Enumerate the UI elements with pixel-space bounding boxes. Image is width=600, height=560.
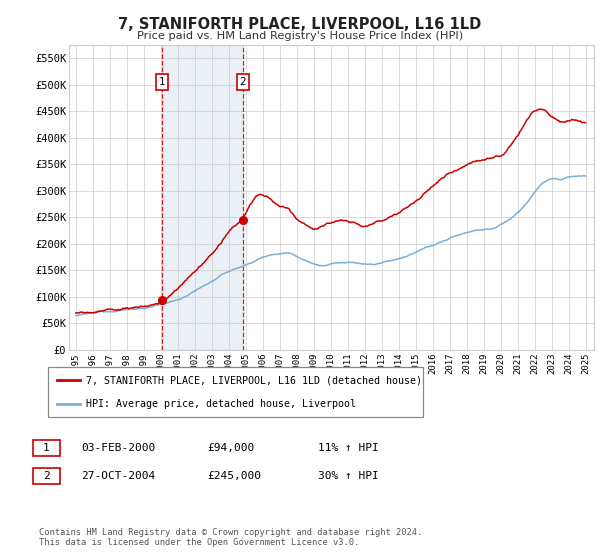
Text: 2: 2	[239, 77, 246, 87]
Text: 2: 2	[43, 471, 50, 481]
Text: £245,000: £245,000	[207, 471, 261, 481]
Text: Price paid vs. HM Land Registry's House Price Index (HPI): Price paid vs. HM Land Registry's House …	[137, 31, 463, 41]
Text: 03-FEB-2000: 03-FEB-2000	[81, 443, 155, 453]
FancyBboxPatch shape	[48, 367, 423, 417]
Text: HPI: Average price, detached house, Liverpool: HPI: Average price, detached house, Live…	[86, 399, 355, 409]
Text: 1: 1	[159, 77, 166, 87]
Text: Contains HM Land Registry data © Crown copyright and database right 2024.
This d: Contains HM Land Registry data © Crown c…	[39, 528, 422, 547]
Text: 27-OCT-2004: 27-OCT-2004	[81, 471, 155, 481]
Text: 7, STANIFORTH PLACE, LIVERPOOL, L16 1LD (detached house): 7, STANIFORTH PLACE, LIVERPOOL, L16 1LD …	[86, 375, 421, 385]
Text: 30% ↑ HPI: 30% ↑ HPI	[318, 471, 379, 481]
Text: 1: 1	[43, 443, 50, 453]
Text: 11% ↑ HPI: 11% ↑ HPI	[318, 443, 379, 453]
Text: £94,000: £94,000	[207, 443, 254, 453]
Text: 7, STANIFORTH PLACE, LIVERPOOL, L16 1LD: 7, STANIFORTH PLACE, LIVERPOOL, L16 1LD	[118, 17, 482, 32]
Bar	[162, 45, 242, 350]
